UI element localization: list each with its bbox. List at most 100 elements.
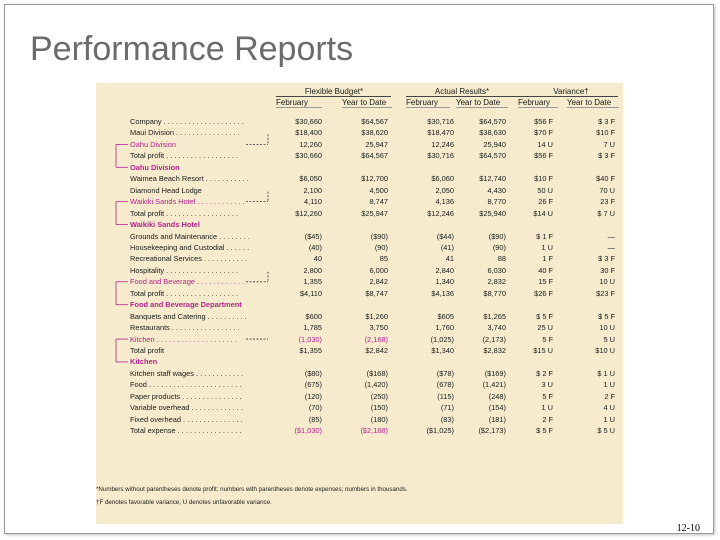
table-cell: (678) [436,380,454,390]
table-cell: (675) [304,380,322,390]
table-cell: $ 3 F [598,117,615,126]
col-rule [567,107,619,108]
table-cell: $1,260 [365,311,388,321]
col-rule [406,107,450,108]
table-cell: $18,400 [295,128,322,138]
table-cell: $12,700 [361,174,388,184]
table-cell: $4,110 [299,288,322,298]
table-cell: 41 [445,254,454,264]
table-cell: ($2,168) [360,426,388,436]
table-cell: 26 F [538,197,553,207]
table-cell: $56 F [534,151,553,161]
table-cell: $ 3 F [598,151,615,161]
table-cell: $ 5 F [536,311,553,321]
table-row: Recreational Services . . . . . . . . . … [96,253,623,264]
table-cell: 70 U [599,185,615,195]
table-cell: $30,716 [427,151,454,161]
header-rule-budget [276,96,391,97]
slide-frame [4,4,714,534]
table-cell: (70) [308,403,322,413]
header-variance: Variance† [553,87,589,96]
table-cell: 85 [379,254,388,264]
table-row: Total profit . . . . . . . . . . . . . .… [96,208,623,219]
table-cell: (154) [488,403,506,413]
section-title-label: Waikiki Sands Hotel [130,220,200,230]
table-cell: $ 5 F [598,311,615,321]
table-row: Total profit . . . . . . . . . . . . . .… [96,150,623,161]
table-cell: 40 [313,254,322,264]
table-cell: $40 F [596,174,615,184]
table-cell: (90) [492,242,506,252]
table-cell: 2,050 [435,185,455,195]
row-label: Company . . . . . . . . . . . . . . . . … [130,117,244,126]
table-cell: $23 F [596,288,615,298]
table-cell: 7 U [603,139,615,149]
table-row: Kitchen . . . . . . . . . . . . . . . . … [96,334,623,345]
table-cell: $10 U [595,346,615,355]
table-cell: 2,832 [487,277,507,287]
footnote-variance: †F denotes favorable variance; U denotes… [96,499,272,506]
table-cell: 4,500 [369,185,389,195]
col-header-variance-ytd: Year to Date [567,98,612,107]
table-cell: 1 U [541,403,553,413]
table-cell: $6,050 [299,174,322,184]
table-row: Waimea Beach Resort . . . . . . . . . . … [96,173,623,184]
table-row: Paper products . . . . . . . . . . . . .… [96,391,623,402]
table-row: Total profit $1,355 $2,842 $1,340 $2,832 $15 … [96,345,623,356]
col-rule [518,107,558,108]
table-cell: (1,025) [430,334,454,344]
table-cell: $605 [437,311,454,321]
table-cell: (181) [488,414,506,424]
table-cell: $10 F [534,174,553,184]
table-row: Fixed overhead . . . . . . . . . . . . .… [96,414,623,425]
row-label: Fixed overhead . . . . . . . . . . . . .… [130,414,243,424]
performance-report-table: Flexible Budget* Actual Results* Varianc… [96,83,623,524]
table-row: Banquets and Catering . . . . . . . . . … [96,311,623,322]
table-cell: (120) [304,391,322,401]
table-row: Total profit . . . . . . . . . . . . . .… [96,288,623,299]
table-row: Food . . . . . . . . . . . . . . . . . .… [96,379,623,390]
table-cell: 25 U [537,323,553,333]
table-cell: 1 U [541,242,553,252]
col-header-variance-feb: February [518,98,551,107]
table-cell: 1,785 [303,323,323,333]
table-cell: $25,947 [361,208,388,218]
section-title: Oahu Division [96,162,623,173]
row-label: Hospitality . . . . . . . . . . . . . . … [130,265,239,275]
table-cell: $6,060 [431,174,454,184]
table-row: Maui Division . . . . . . . . . . . . . … [96,127,623,138]
table-cell: (150) [370,403,388,413]
table-cell: — [607,231,615,241]
header-rule-variance [518,96,618,97]
table-row: Oahu Division 12,260 25,947 12,246 25,940 14 … [96,139,623,150]
table-cell: $1,355 [299,346,322,355]
table-cell: (2,173) [482,334,506,344]
table-cell: $38,620 [361,128,388,138]
table-row: Company . . . . . . . . . . . . . . . . … [96,116,623,127]
table-cell: (115) [437,391,454,401]
row-label: Total profit . . . . . . . . . . . . . .… [130,288,239,298]
table-cell: 12,246 [431,139,454,149]
table-cell: (1,030) [298,334,322,344]
section-title: Waikiki Sands Hotel [96,219,623,230]
table-cell: 10 U [599,323,615,333]
slide-title: Performance Reports [30,30,354,68]
table-cell: 3,740 [487,323,507,333]
table-cell: ($90) [370,231,388,241]
table-row: Waikiki Sands Hotel . . . . . . . . . . … [96,196,623,207]
row-label: Oahu Division [130,139,177,149]
table-cell: $18,470 [427,128,454,138]
table-row: Total expense . . . . . . . . . . . . . … [96,425,623,436]
table-cell: $15 U [533,346,553,355]
drilldown-connectors [115,134,269,363]
table-cell: $8,747 [365,288,388,298]
row-label: Restaurants . . . . . . . . . . . . . . … [130,323,240,333]
table-cell: $56 F [534,117,553,126]
table-cell: ($90) [488,231,506,241]
table-cell: (83) [440,414,454,424]
table-cell: $ 7 U [597,208,615,218]
table-cell: $600 [305,311,322,321]
table-cell: 30 F [600,265,615,275]
table-cell: 2,100 [303,185,323,195]
col-rule [276,107,322,108]
